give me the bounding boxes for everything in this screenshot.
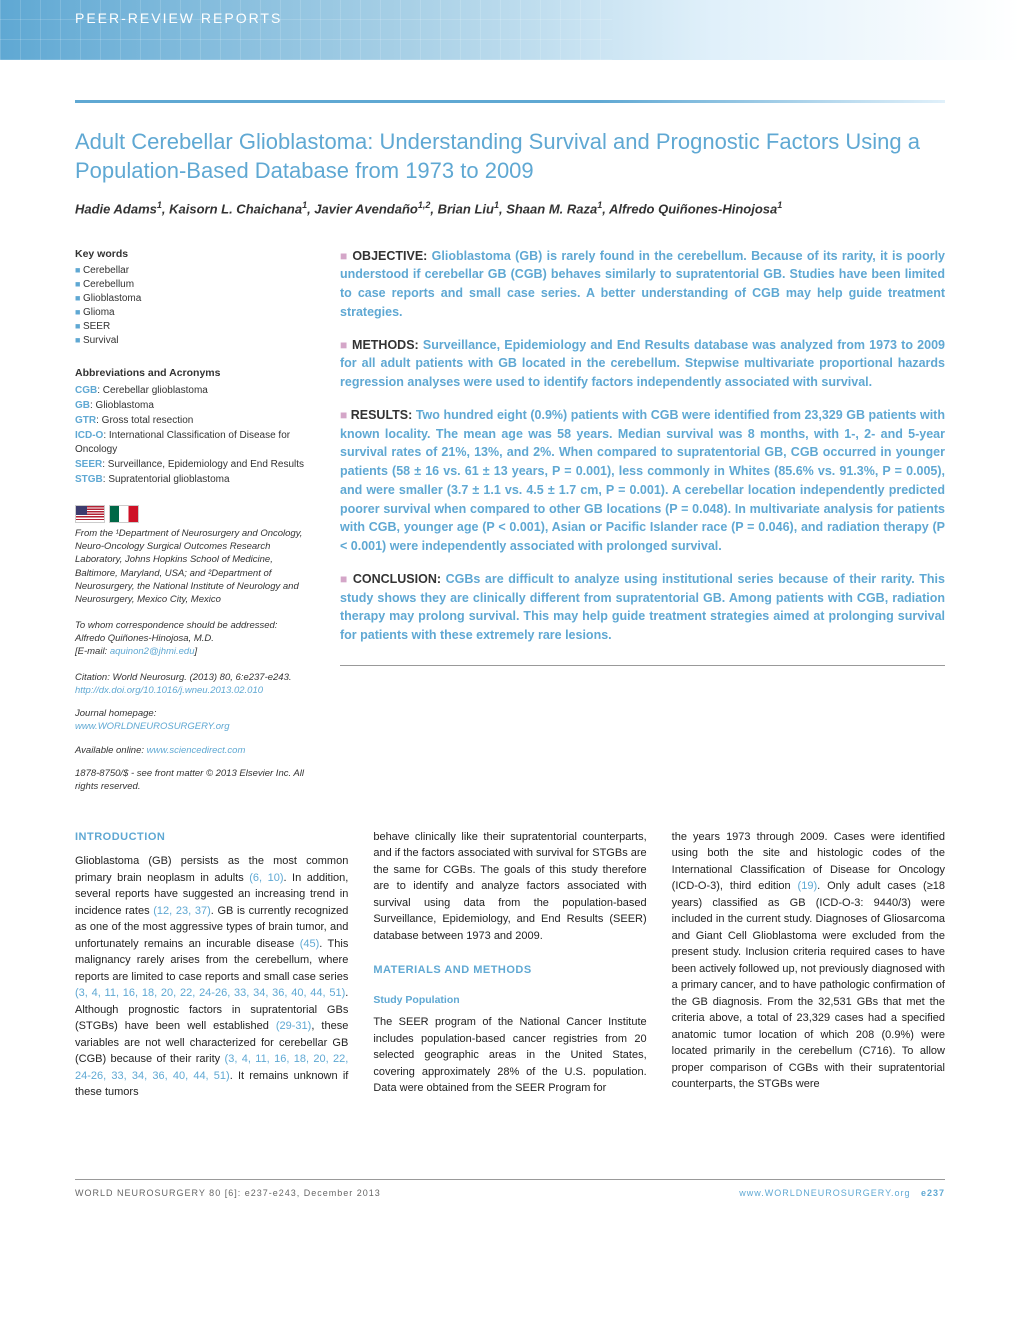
online-link[interactable]: www.sciencedirect.com bbox=[147, 745, 246, 756]
abstract-rule bbox=[340, 665, 945, 666]
methods-p1a: The SEER program of the National Cancer … bbox=[373, 1014, 646, 1097]
intro-head: INTRODUCTION bbox=[75, 829, 348, 846]
ref[interactable]: (29-31) bbox=[276, 1020, 311, 1032]
flag-mx-icon bbox=[109, 505, 139, 523]
header-banner: Peer-Review Reports bbox=[0, 0, 1020, 60]
flag-us-icon bbox=[75, 505, 105, 523]
study-pop-head: Study Population bbox=[373, 993, 646, 1009]
citation: Citation: World Neurosurg. (2013) 80, 6:… bbox=[75, 671, 305, 698]
ref[interactable]: (45) bbox=[300, 938, 320, 950]
results-label: RESULTS: bbox=[351, 408, 413, 422]
abstract-methods: ■ METHODS: Surveillance, Epidemiology an… bbox=[340, 336, 945, 392]
ref[interactable]: (3, 4, 11, 16, 18, 20, 22, 24-26, 33, 34… bbox=[75, 987, 345, 999]
text: . Only adult cases (≥18 years) classifie… bbox=[672, 880, 945, 1090]
keyword-item: Glioblastoma bbox=[75, 292, 305, 306]
corr-label: To whom correspondence should be address… bbox=[75, 620, 277, 631]
methods-label: METHODS: bbox=[352, 338, 419, 352]
abbrev-item: ICD-O: International Classification of D… bbox=[75, 429, 305, 457]
results-text: Two hundred eight (0.9%) patients with C… bbox=[340, 408, 945, 553]
footer-url[interactable]: www.WORLDNEUROSURGERY.org bbox=[739, 1188, 910, 1198]
footer-right: www.WORLDNEUROSURGERY.org e237 bbox=[739, 1188, 945, 1198]
methods-text: Surveillance, Epidemiology and End Resul… bbox=[340, 338, 945, 390]
journal-homepage: Journal homepage: www.WORLDNEUROSURGERY.… bbox=[75, 707, 305, 734]
abbrev-head: Abbreviations and Acronyms bbox=[75, 366, 305, 381]
abbrev-item: STGB: Supratentorial glioblastoma bbox=[75, 473, 305, 487]
journal-online: Available online: www.sciencedirect.com bbox=[75, 744, 305, 757]
abbrev-item: GB: Glioblastoma bbox=[75, 399, 305, 413]
correspondence: To whom correspondence should be address… bbox=[75, 619, 305, 659]
body-columns: INTRODUCTION Glioblastoma (GB) persists … bbox=[75, 829, 945, 1110]
online-label: Available online: bbox=[75, 745, 144, 756]
marker-icon: ■ bbox=[340, 408, 351, 422]
intro-p2: behave clinically like their supratentor… bbox=[373, 829, 646, 945]
main-grid: Key words CerebellarCerebellumGlioblasto… bbox=[75, 247, 945, 1110]
conclusion-label: CONCLUSION: bbox=[353, 572, 441, 586]
page-num: e237 bbox=[921, 1188, 945, 1198]
keyword-item: Cerebellum bbox=[75, 278, 305, 292]
sidebar: Key words CerebellarCerebellumGlioblasto… bbox=[75, 247, 305, 794]
ref[interactable]: (12, 23, 37) bbox=[153, 905, 210, 917]
ref[interactable]: (6, 10) bbox=[249, 872, 283, 884]
keywords-head: Key words bbox=[75, 247, 305, 262]
ref[interactable]: (19) bbox=[798, 880, 818, 892]
methods-p1b: the years 1973 through 2009. Cases were … bbox=[672, 829, 945, 1093]
abbrev-item: CGB: Cerebellar glioblastoma bbox=[75, 384, 305, 398]
corr-email[interactable]: aquinon2@jhmi.edu bbox=[110, 646, 195, 657]
objective-label: OBJECTIVE: bbox=[352, 249, 427, 263]
marker-icon: ■ bbox=[340, 338, 352, 352]
keyword-item: Cerebellar bbox=[75, 264, 305, 278]
footer-left: WORLD NEUROSURGERY 80 [6]: e237-e243, De… bbox=[75, 1188, 381, 1198]
body-wrap: INTRODUCTION Glioblastoma (GB) persists … bbox=[75, 829, 945, 1110]
abbrev-item: SEER: Surveillance, Epidemiology and End… bbox=[75, 458, 305, 472]
keyword-item: SEER bbox=[75, 320, 305, 334]
doi-link[interactable]: http://dx.doi.org/10.1016/j.wneu.2013.02… bbox=[75, 685, 263, 696]
affiliation: From the ¹Department of Neurosurgery and… bbox=[75, 527, 305, 607]
keywords-list: CerebellarCerebellumGlioblastomaGliomaSE… bbox=[75, 264, 305, 348]
abstract: ■ OBJECTIVE: Glioblastoma (GB) is rarely… bbox=[340, 247, 945, 769]
flags bbox=[75, 505, 305, 523]
article-title: Adult Cerebellar Glioblastoma: Understan… bbox=[75, 128, 945, 185]
abstract-results: ■ RESULTS: Two hundred eight (0.9%) pati… bbox=[340, 406, 945, 556]
header-label: Peer-Review Reports bbox=[0, 0, 1020, 26]
authors: Hadie Adams1, Kaisorn L. Chaichana1, Jav… bbox=[75, 200, 945, 216]
abbrev-item: GTR: Gross total resection bbox=[75, 414, 305, 428]
marker-icon: ■ bbox=[340, 249, 352, 263]
homepage-link[interactable]: www.WORLDNEUROSURGERY.org bbox=[75, 721, 230, 732]
objective-text: Glioblastoma (GB) is rarely found in the… bbox=[340, 249, 945, 319]
intro-p1: Glioblastoma (GB) persists as the most c… bbox=[75, 853, 348, 1101]
methods-head: MATERIALS AND METHODS bbox=[373, 962, 646, 979]
homepage-label: Journal homepage: bbox=[75, 708, 156, 719]
citation-text: Citation: World Neurosurg. (2013) 80, 6:… bbox=[75, 672, 292, 683]
marker-icon: ■ bbox=[340, 572, 353, 586]
content: Adult Cerebellar Glioblastoma: Understan… bbox=[0, 103, 1020, 1149]
keyword-item: Glioma bbox=[75, 306, 305, 320]
abstract-objective: ■ OBJECTIVE: Glioblastoma (GB) is rarely… bbox=[340, 247, 945, 322]
footer: WORLD NEUROSURGERY 80 [6]: e237-e243, De… bbox=[75, 1179, 945, 1198]
abbrev-list: CGB: Cerebellar glioblastomaGB: Glioblas… bbox=[75, 384, 305, 487]
abstract-conclusion: ■ CONCLUSION: CGBs are difficult to anal… bbox=[340, 570, 945, 645]
keyword-item: Survival bbox=[75, 334, 305, 348]
corr-name: Alfredo Quiñones-Hinojosa, M.D. bbox=[75, 633, 214, 644]
copyright: 1878-8750/$ - see front matter © 2013 El… bbox=[75, 767, 305, 794]
